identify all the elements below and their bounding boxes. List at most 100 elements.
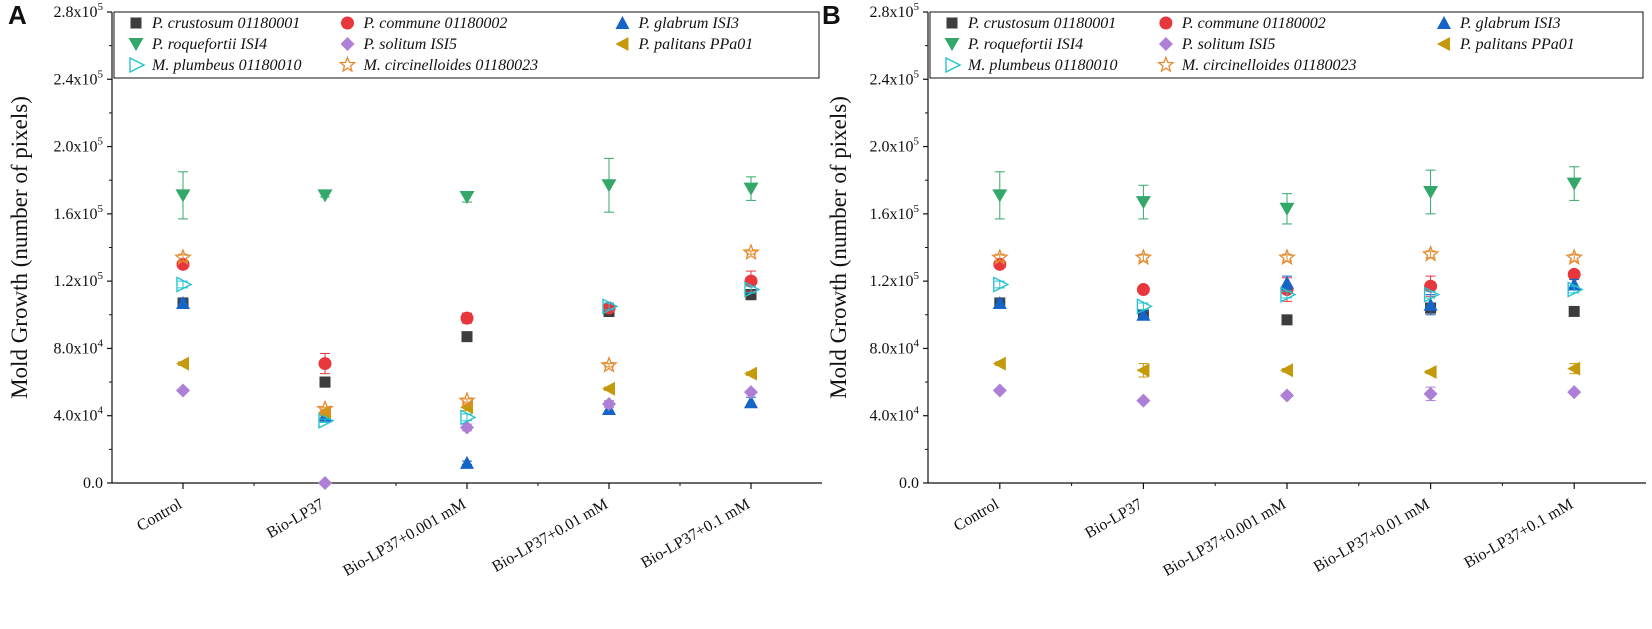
data-point (175, 189, 191, 203)
x-tick-label: Bio-LP37+0.001 mM (1160, 496, 1289, 580)
legend-marker (1436, 16, 1451, 29)
legend-label: M. plumbeus 01180010 (967, 57, 1117, 74)
y-tick-label: 8.0x104 (54, 337, 104, 357)
y-tick-label: 1.2x105 (54, 270, 104, 290)
legend: P. crustosum 01180001 P. commune 01180002… (929, 11, 1644, 79)
panel-a: A Mold Growth (number of pixels) 0.0 4.0x10… (7, 0, 822, 580)
data-point (176, 356, 189, 371)
legend-frame (929, 11, 1644, 79)
data-point (1278, 248, 1296, 266)
series-7 (990, 244, 1584, 266)
data-point (1423, 386, 1438, 401)
y-tick-label: 2.0x105 (870, 136, 920, 156)
y-axis-label: Mold Growth (number of pixels) (826, 96, 851, 399)
legend-label: P. palitans PPa01 (1459, 36, 1575, 53)
data-point (460, 455, 474, 469)
data-point (459, 191, 475, 205)
legend-frame (113, 11, 820, 79)
legend-marker (1436, 37, 1450, 51)
legend-marker (946, 17, 958, 29)
data-point (317, 189, 333, 203)
data-point (992, 296, 1007, 310)
legend-label: P. solitum ISI5 (363, 36, 457, 53)
data-point (458, 391, 476, 409)
data-point (602, 396, 616, 411)
data-point (1565, 248, 1584, 266)
legend-marker (615, 16, 630, 29)
legend-marker (1158, 37, 1173, 51)
data-point (1134, 248, 1153, 266)
x-tick-label: Bio-LP37+0.01 mM (489, 496, 611, 576)
data-point (742, 243, 760, 261)
legend-marker (130, 17, 142, 29)
data-point (1566, 177, 1582, 191)
data-point (318, 476, 332, 490)
series-4 (176, 383, 758, 490)
legend-label: P. crustosum 01180001 (151, 15, 300, 32)
data-point (990, 248, 1009, 266)
data-point (1567, 267, 1581, 281)
y-tick-label: 8.0x104 (870, 337, 920, 357)
data-point (1136, 363, 1150, 378)
data-point (1135, 196, 1151, 210)
legend-label: M. circinelloides 01180023 (363, 57, 539, 74)
data-point (745, 289, 757, 301)
data-point (176, 276, 193, 293)
x-tick-label: Bio-LP37+0.1 mM (1461, 496, 1576, 572)
data-point (1136, 393, 1151, 408)
data-point (1281, 314, 1293, 326)
legend-label: P. commune 01180002 (363, 15, 508, 32)
data-point (460, 311, 474, 325)
data-point (1280, 286, 1297, 303)
y-tick-label: 2.0x105 (54, 136, 104, 156)
data-point (1280, 388, 1294, 403)
data-point (174, 248, 192, 266)
data-point (743, 182, 759, 196)
x-tick-label: Bio-LP37+0.1 mM (638, 496, 753, 572)
legend-marker (1159, 16, 1173, 30)
data-point (1423, 185, 1439, 199)
data-point (1136, 298, 1153, 315)
y-tick-label: 2.8x105 (870, 1, 920, 21)
data-point (744, 366, 757, 381)
legend-label: M. circinelloides 01180023 (1181, 57, 1357, 74)
y-tick-label: 1.6x105 (54, 203, 104, 223)
data-point (176, 296, 190, 310)
y-tick-label: 0.0 (83, 475, 103, 492)
x-tick-label: Bio-LP37+0.001 mM (340, 496, 469, 580)
data-point (319, 376, 331, 388)
panel-b: B Mold Growth (number of pixels) 0.0 4.0x10… (822, 0, 1646, 580)
data-point (1280, 275, 1294, 289)
series-5 (176, 356, 757, 420)
y-axis-label: Mold Growth (number of pixels) (7, 96, 32, 399)
panel-letter: B (822, 0, 841, 30)
y-tick-label: 4.0x104 (870, 405, 920, 425)
legend-marker (341, 16, 354, 30)
x-tick-label: Bio-LP37 (1082, 496, 1145, 542)
x-tick-label: Bio-LP37 (264, 496, 327, 542)
legend-label: M. plumbeus 01180010 (151, 57, 301, 74)
series-3 (992, 166, 1582, 225)
data-point (1568, 305, 1580, 317)
series-3 (175, 157, 759, 220)
data-point (602, 298, 619, 315)
y-tick-label: 2.8x105 (54, 1, 104, 21)
data-point (1279, 202, 1295, 216)
legend-marker (945, 56, 962, 74)
legend-marker (944, 38, 960, 51)
series-0 (177, 289, 757, 388)
data-point (1421, 244, 1440, 262)
data-point (1136, 307, 1151, 321)
data-point (460, 420, 474, 435)
data-point (744, 395, 758, 409)
data-point (1567, 385, 1582, 400)
legend-label: P. glabrum ISI3 (637, 15, 739, 32)
y-tick-label: 4.0x104 (54, 405, 104, 425)
legend-marker (129, 56, 146, 74)
data-point (601, 179, 617, 193)
series-6 (176, 276, 761, 429)
data-point (1280, 363, 1293, 378)
data-point (993, 276, 1010, 293)
legend-marker (615, 37, 629, 51)
